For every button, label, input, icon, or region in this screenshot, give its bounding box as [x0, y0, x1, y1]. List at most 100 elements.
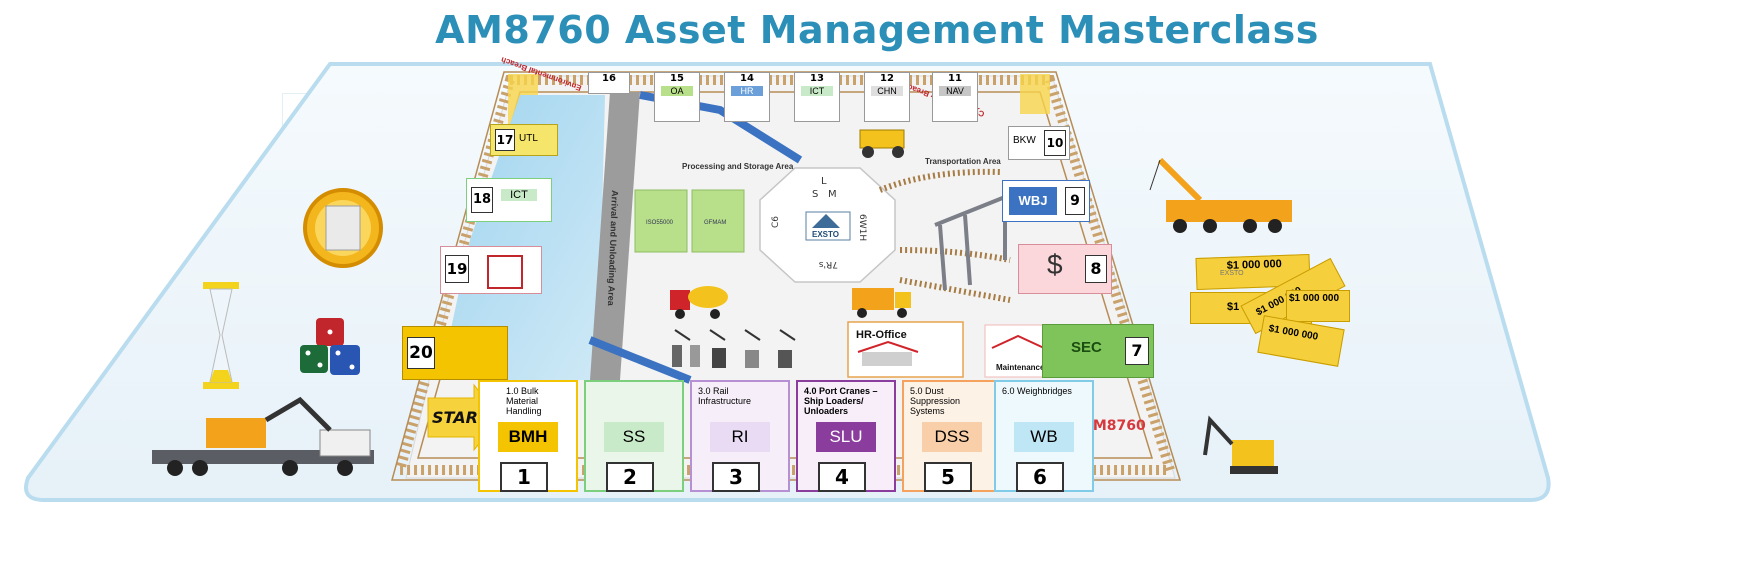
arrival-area-label: Arrival and Unloading Area [606, 190, 620, 307]
top-tile-15: 15 OA [654, 72, 700, 122]
board-tile-1: 1.0 Bulk Material Handling BMH 1 [478, 380, 578, 492]
tile-number: 8 [1085, 255, 1107, 283]
corner-top-right [1020, 74, 1050, 114]
mobile-crane [1149, 157, 1292, 233]
center-m-text: M [828, 189, 837, 200]
tile-number: 4 [818, 462, 866, 492]
maintenance-label: Maintenance [996, 363, 1045, 372]
tile-number: 14 [740, 73, 754, 84]
arrival-road [590, 92, 640, 380]
tile-code: SS [604, 422, 664, 452]
tile-number: 6 [1016, 462, 1064, 492]
center-logo-mountain [812, 214, 840, 228]
tile-number: 9 [1065, 187, 1085, 215]
tile-caption: 1.0 Bulk Material Handling [506, 386, 542, 416]
top-tile-14: 14 HR [724, 72, 770, 122]
board-tile-6: 6.0 Weighbridges WB 6 [994, 380, 1094, 492]
center-right-text: 6W1H [857, 214, 867, 241]
tile-number: 5 [924, 462, 972, 492]
tile-caption: 3.0 Rail Infrastructure [698, 386, 752, 406]
money-logo: EXSTO [1220, 270, 1244, 277]
transport-rail-1 [878, 168, 1001, 193]
tile-code: ICT [801, 86, 833, 96]
tile-icon [487, 255, 523, 289]
board-tile-2: SS 2 [584, 380, 684, 492]
sheds [672, 329, 796, 368]
tile-number: 20 [407, 337, 435, 369]
center-logo-text: EXSTO [812, 230, 839, 239]
ari-emblem [303, 188, 383, 268]
storage-box-gfmam-label: GFMAM [704, 220, 726, 226]
hr-office-graphic [857, 340, 919, 353]
water-area [440, 95, 605, 380]
board-tile-5: 5.0 Dust Suppression Systems DSS 5 [902, 380, 1002, 492]
top-tiles: 11 NAV 12 CHN 13 ICT 14 HR 15 OA 16 [580, 72, 1000, 122]
money-pile: $1 000 000 $1 $1 000 000 $1 000 000 $1 0… [1190, 254, 1354, 367]
tile-code: CHN [871, 86, 903, 96]
tile-code: BMH [498, 422, 558, 452]
lowbed-excavator [152, 396, 374, 476]
tile-number: 2 [606, 462, 654, 492]
tile-code: RI [710, 422, 770, 452]
excavator-loader-top [859, 129, 905, 158]
right-tile-9: WBJ 9 [1002, 180, 1090, 222]
tile-number: 10 [1044, 130, 1066, 156]
money-note-value: $1 000 000 [1289, 293, 1340, 304]
left-tile-19: 19 [440, 246, 542, 294]
transport-rail-3 [899, 277, 1011, 303]
tile-code: $ [1047, 249, 1063, 280]
top-tile-16: 16 [588, 72, 630, 94]
money-note: $1 000 000 [1286, 290, 1350, 322]
center-left-text: C6 [771, 216, 781, 228]
hr-office-label: HR-Office [856, 329, 907, 341]
dice [300, 318, 360, 375]
conveyor-bottom [588, 336, 692, 384]
tile-number: 17 [495, 129, 515, 151]
money-note: $1 000 000 [1257, 315, 1345, 367]
top-tile-12: 12 CHN [864, 72, 910, 122]
hourglass [203, 282, 239, 389]
storage-box-iso-label: ISO55000 [646, 220, 674, 226]
tile-code: OA [661, 86, 693, 96]
maintenance-roof [991, 334, 1045, 349]
tile-code: DSS [922, 422, 982, 452]
money-note-value: $1 000 000 [1267, 323, 1319, 343]
tile-code: HR [731, 86, 763, 96]
right-tile-10: BKW 10 [1008, 126, 1070, 160]
board-tile-4: 4.0 Port Cranes – Ship Loaders/ Unloader… [796, 380, 896, 492]
tile-code: WBJ [1009, 187, 1057, 215]
tile-code: SEC [1071, 339, 1102, 356]
tile-number: 18 [471, 187, 493, 213]
center-s-text: S [812, 189, 818, 200]
maintenance-box [984, 324, 1054, 378]
tile-code: ICT [501, 189, 537, 201]
tile-number: 15 [670, 73, 684, 84]
tile-code: SLU [816, 422, 876, 452]
left-tile-18: 18 ICT [466, 178, 552, 222]
storage-box-gfmam [691, 189, 745, 253]
tile-code: NAV [939, 86, 971, 96]
page-title: AM8760 Asset Management Masterclass [435, 8, 1319, 52]
tile-code: UTL [519, 133, 538, 144]
storage-box-iso [634, 189, 688, 253]
board-watermark: AM8760 [1082, 418, 1146, 434]
center-bottom-text: 7R's [819, 259, 838, 269]
gantry-crane [934, 193, 1011, 291]
left-tile-20: 20 [402, 326, 508, 380]
center-top-text: L [821, 176, 827, 187]
tile-number: 7 [1125, 337, 1149, 365]
tile-code: WB [1014, 422, 1074, 452]
left-tile-17: 17 UTL [490, 124, 558, 156]
bottom-tiles: 1.0 Bulk Material Handling BMH 1 SS 2 3.… [478, 380, 1094, 492]
tile-number: 16 [602, 73, 616, 84]
tile-number: 19 [445, 255, 469, 283]
tile-caption: 4.0 Port Cranes – Ship Loaders/ Unloader… [804, 386, 878, 416]
small-excavator-right [1203, 415, 1278, 474]
tile-caption: 5.0 Dust Suppression Systems [910, 386, 961, 416]
tile-caption: 6.0 Weighbridges [1002, 386, 1072, 396]
transportation-area-label: Transportation Area [925, 157, 1001, 166]
tile-number: 3 [712, 462, 760, 492]
top-tile-11: 11 NAV [932, 72, 978, 122]
right-tile-8: $ 8 [1018, 244, 1112, 294]
